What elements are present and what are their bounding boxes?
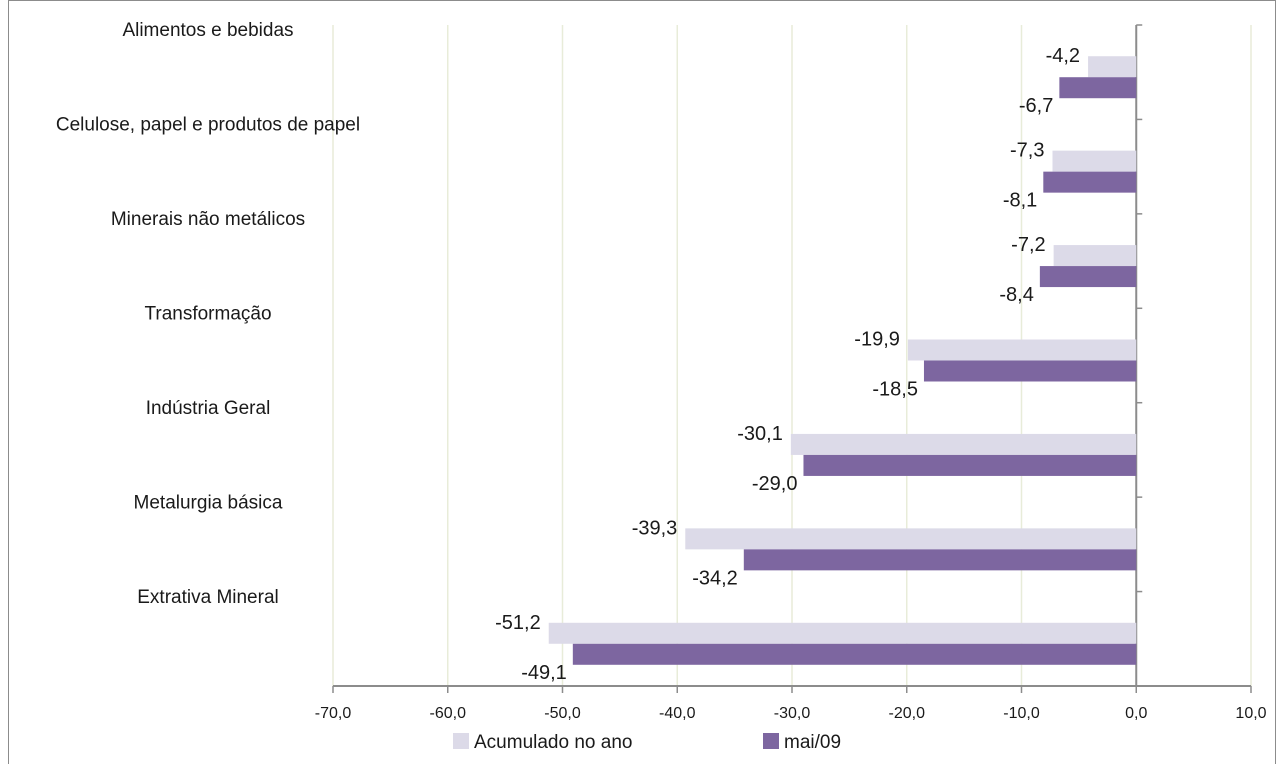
data-label-mai09: -49,1 [521,662,567,684]
data-label-acumulado: -30,1 [737,423,783,445]
x-tick-label: -50,0 [544,705,581,722]
bar-mai09 [743,549,1137,571]
bar-acumulado [907,339,1137,361]
data-label-mai09: -34,2 [692,567,738,589]
data-label-acumulado: -51,2 [495,612,541,634]
category-label: Minerais não metálicos [111,209,305,230]
legend-label-mai09: mai/09 [784,732,841,753]
category-label: Transformação [144,304,271,325]
data-label-mai09: -8,1 [1003,190,1037,212]
bar-acumulado [1088,56,1137,78]
bar-mai09 [803,454,1137,476]
category-label: Metalurgia básica [134,492,283,513]
data-label-acumulado: -39,3 [632,517,678,539]
x-tick-label: 0,0 [1125,705,1147,722]
legend-label-acumulado: Acumulado no ano [474,732,632,753]
bar-mai09 [923,360,1137,382]
legend-swatch-acumulado [453,733,469,749]
x-tick-label: -60,0 [430,705,467,722]
bar-acumulado [1053,245,1137,267]
category-label: Alimentos e bebidas [122,20,293,41]
category-label: Celulose, papel e produtos de papel [56,115,360,136]
chart-frame [8,0,1276,764]
x-tick-label: -20,0 [889,705,926,722]
data-label-mai09: -29,0 [752,473,798,495]
category-label: Indústria Geral [146,398,271,419]
data-label-acumulado: -4,2 [1046,45,1080,67]
bar-acumulado [548,622,1137,644]
x-tick-label: -40,0 [659,705,696,722]
x-tick-label: -70,0 [315,705,352,722]
bar-mai09 [1059,77,1137,99]
bar-mai09 [1039,266,1137,288]
x-tick-label: -30,0 [774,705,811,722]
data-label-acumulado: -7,2 [1011,234,1045,256]
bar-acumulado [790,433,1137,455]
bar-acumulado [1052,150,1137,172]
legend-swatch-mai09 [763,733,779,749]
bar-acumulado [685,528,1137,550]
data-label-mai09: -8,4 [999,284,1033,306]
x-tick-label: 10,0 [1235,705,1266,722]
bar-mai09 [572,643,1137,665]
data-label-acumulado: -19,9 [854,329,900,351]
category-label: Extrativa Mineral [137,587,279,608]
x-tick-label: -10,0 [1003,705,1040,722]
data-label-mai09: -18,5 [872,379,918,401]
data-label-acumulado: -7,3 [1010,140,1044,162]
bar-mai09 [1043,171,1137,193]
data-label-mai09: -6,7 [1019,95,1053,117]
